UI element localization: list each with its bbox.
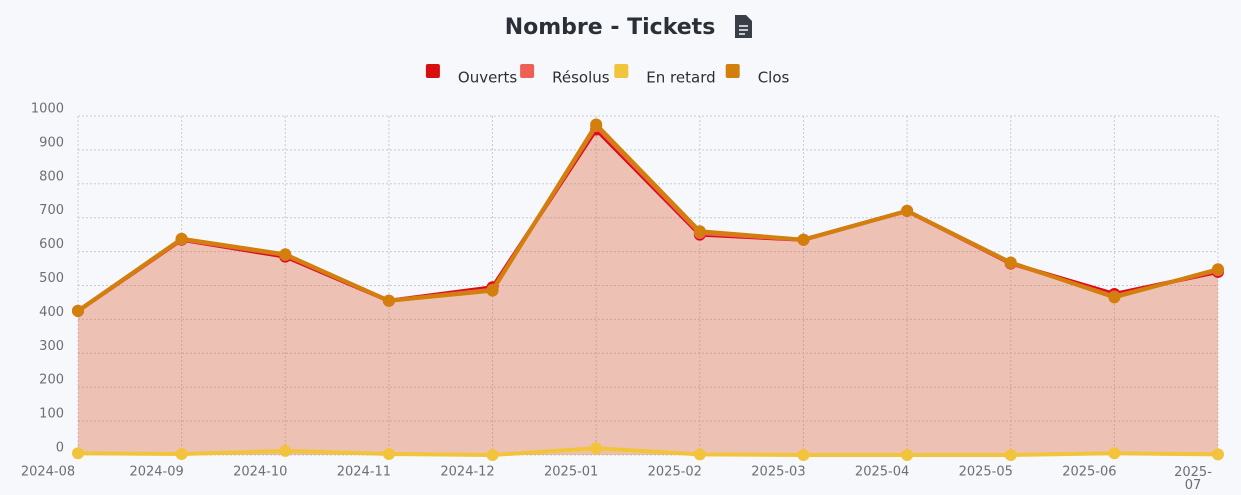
legend-label: En retard <box>646 69 715 87</box>
series-line <box>76 122 1219 313</box>
data-point <box>901 204 914 217</box>
data-point <box>175 447 188 460</box>
series-line <box>77 446 1219 457</box>
y-tick-label: 800 <box>39 169 64 184</box>
x-tick-label: 2025-03 <box>751 465 805 480</box>
x-tick-label: 2024-08 <box>21 465 75 480</box>
y-tick-label: 400 <box>39 305 64 320</box>
data-point <box>1108 291 1121 304</box>
data-point <box>382 447 395 460</box>
data-point <box>1212 448 1224 461</box>
x-tick-label: 2024-12 <box>440 465 494 480</box>
chart-title: Nombre - Tickets <box>505 15 716 40</box>
data-point <box>486 284 499 297</box>
legend-label: Ouverts <box>458 69 517 87</box>
y-tick-label: 500 <box>39 271 64 286</box>
data-point <box>72 447 84 460</box>
data-point <box>1212 263 1224 276</box>
x-tick-label: 2024-11 <box>337 465 391 480</box>
data-point <box>382 294 395 307</box>
legend-swatch <box>725 64 740 78</box>
data-point <box>1004 449 1017 461</box>
legend-swatch <box>425 64 440 78</box>
data-point <box>72 304 84 317</box>
data-point <box>797 449 810 461</box>
data-point <box>590 118 603 131</box>
y-tick-label: 700 <box>39 203 64 218</box>
doc-icon <box>735 15 752 38</box>
x-tick-label: 2025-01 <box>544 465 598 480</box>
data-point <box>590 442 603 455</box>
x-tick-label: 2024-09 <box>129 465 183 480</box>
data-point <box>693 225 706 238</box>
y-tick-label: 0 <box>56 441 64 456</box>
y-tick-label: 100 <box>39 407 64 422</box>
data-point <box>486 449 499 461</box>
y-tick-label: 900 <box>39 135 64 150</box>
x-tick-label: 2025-02 <box>648 465 702 480</box>
y-tick-label: 1000 <box>31 102 64 117</box>
x-tick-label: 2025-07 <box>1174 465 1212 493</box>
legend-swatch <box>520 64 535 78</box>
data-point <box>693 448 706 461</box>
area-fill <box>78 126 1218 456</box>
x-tick-label-part: 07 <box>1185 478 1202 493</box>
x-tick-label: 2024-10 <box>233 465 287 480</box>
x-tick-label-part: 2025- <box>1174 465 1212 480</box>
data-point <box>901 449 914 461</box>
data-point <box>279 444 292 457</box>
area-fill <box>78 124 1218 455</box>
y-tick-label: 600 <box>39 237 64 252</box>
x-tick-label: 2025-04 <box>855 465 909 480</box>
data-point <box>279 248 292 261</box>
data-point <box>1108 447 1121 460</box>
legend-swatch <box>614 64 629 78</box>
data-point <box>175 232 188 245</box>
y-tick-label: 200 <box>39 373 64 388</box>
legend-label: Résolus <box>552 69 610 87</box>
area-fill <box>78 129 1218 455</box>
x-tick-label: 2025-05 <box>959 465 1013 480</box>
legend-label: Clos <box>758 69 790 87</box>
data-point <box>797 233 810 246</box>
data-point <box>1004 256 1017 269</box>
x-tick-label: 2025-06 <box>1062 465 1116 480</box>
y-tick-label: 300 <box>39 339 64 354</box>
